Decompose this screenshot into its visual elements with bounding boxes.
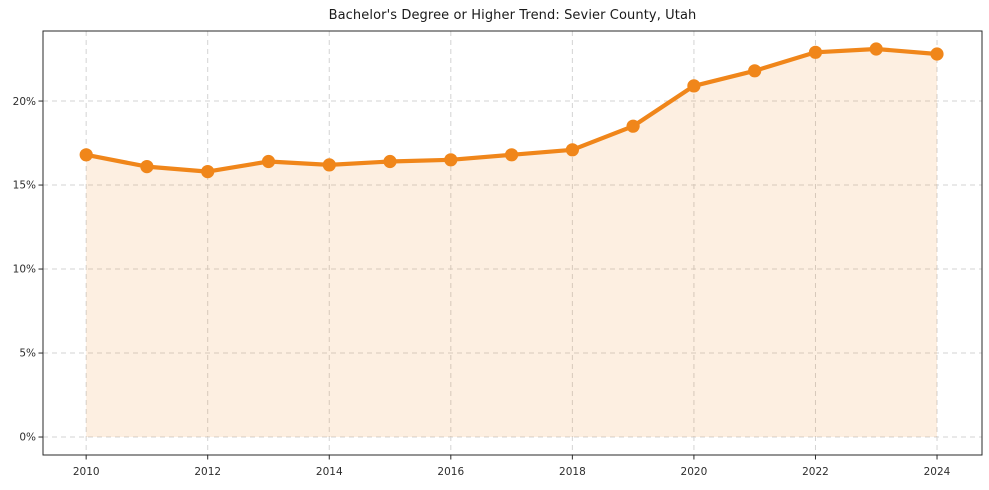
x-tick-label-2022: 2022 [802, 466, 829, 478]
data-point-2018 [565, 143, 580, 157]
data-point-2024 [930, 47, 944, 61]
x-tick-label-2012: 2012 [194, 466, 221, 478]
data-point-2014 [322, 158, 336, 172]
data-point-2020 [687, 79, 701, 93]
x-tick-label-2016: 2016 [437, 466, 464, 478]
data-point-2015 [383, 154, 397, 169]
data-point-2021 [748, 64, 762, 78]
data-point-2011 [140, 160, 154, 174]
plot-border [42, 30, 983, 456]
y-tick-label-15%: 15% [13, 180, 36, 192]
x-tick-label-2024: 2024 [924, 466, 951, 478]
x-tick-label-2020: 2020 [681, 466, 708, 478]
data-point-2013 [261, 154, 276, 169]
x-tick-label-2010: 2010 [73, 466, 100, 478]
y-tick-label-10%: 10% [13, 264, 36, 276]
chart-title: Bachelor's Degree or Higher Trend: Sevie… [328, 8, 697, 23]
y-tick-label-5%: 5% [19, 348, 36, 360]
x-tick-label-2018: 2018 [559, 466, 586, 478]
area-fill [86, 49, 937, 437]
y-tick-label-20%: 20% [13, 96, 36, 108]
data-point-2017 [505, 148, 519, 162]
data-point-2022 [808, 45, 823, 59]
data-point-2019 [626, 119, 640, 133]
data-point-2012 [201, 165, 215, 179]
x-tick-label-2014: 2014 [316, 466, 343, 478]
data-point-2016 [444, 153, 458, 167]
data-point-2010 [79, 148, 93, 162]
data-point-2023 [869, 42, 883, 56]
y-tick-label-0%: 0% [19, 432, 36, 444]
